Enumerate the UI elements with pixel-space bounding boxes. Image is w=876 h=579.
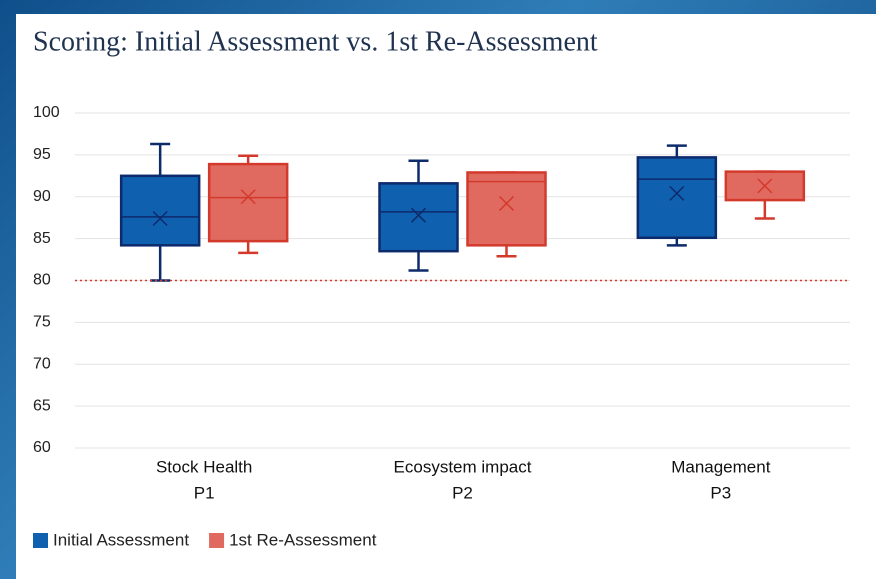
x-tick-label: Management — [671, 457, 771, 476]
legend-label: Initial Assessment — [53, 530, 189, 549]
legend-swatch — [209, 533, 224, 548]
y-tick-label: 75 — [33, 314, 51, 331]
x-tick-label: Ecosystem impact — [394, 457, 532, 476]
y-tick-label: 70 — [33, 355, 51, 372]
box — [209, 164, 287, 241]
x-tick-code: P1 — [194, 483, 215, 502]
legend-swatch — [33, 533, 48, 548]
x-tick-code: P2 — [452, 483, 473, 502]
x-tick-code: P3 — [710, 483, 731, 502]
chart: Scoring: Initial Assessment vs. 1st Re-A… — [0, 0, 876, 579]
box — [121, 176, 199, 246]
x-tick-label: Stock Health — [156, 457, 252, 476]
y-tick-label: 65 — [33, 397, 51, 414]
y-tick-label: 100 — [33, 104, 60, 121]
y-tick-label: 90 — [33, 188, 51, 205]
legend-label: 1st Re-Assessment — [229, 530, 377, 549]
box — [638, 157, 716, 237]
box — [380, 183, 458, 251]
y-tick-label: 95 — [33, 146, 51, 163]
y-tick-label: 80 — [33, 272, 51, 289]
y-tick-label: 85 — [33, 230, 51, 247]
chart-title: Scoring: Initial Assessment vs. 1st Re-A… — [33, 26, 598, 57]
box — [468, 172, 546, 245]
y-tick-label: 60 — [33, 439, 51, 456]
